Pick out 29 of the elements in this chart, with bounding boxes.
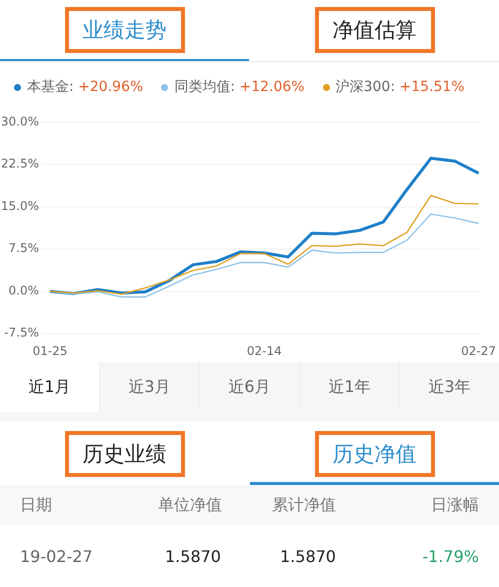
outline-box: 历史业绩 bbox=[64, 431, 184, 477]
text: 19-02-27 bbox=[20, 547, 93, 566]
x-tick-label: 01-25 bbox=[32, 344, 68, 358]
text: 累计净值 bbox=[272, 495, 336, 516]
text: 单位净值 bbox=[158, 495, 222, 516]
text: 近3年 bbox=[399, 362, 499, 412]
text: 近6月 bbox=[199, 362, 299, 412]
y-tick-label: 15.0% bbox=[0, 198, 39, 213]
y-tick-label: 30.0% bbox=[0, 114, 39, 128]
y-tick-label: -7.5% bbox=[4, 326, 39, 340]
text: 1.5870 bbox=[165, 547, 221, 566]
legend-label: 同类均值: +12.06% bbox=[173, 78, 305, 96]
text: 日涨幅 bbox=[431, 495, 479, 516]
text: -1.79% bbox=[422, 547, 479, 566]
text: 近3月 bbox=[99, 362, 199, 412]
y-tick-label: 7.5% bbox=[8, 241, 39, 256]
text: 日期 bbox=[20, 495, 52, 516]
text: 1.5870 bbox=[280, 547, 336, 566]
y-tick-label: 0.0% bbox=[8, 283, 39, 298]
x-tick-label: 02-27 bbox=[461, 344, 496, 358]
legend-label: 沪深300: +15.51% bbox=[334, 78, 465, 96]
outline-box: 净值估算 bbox=[314, 7, 434, 53]
y-tick-label: 22.5% bbox=[0, 156, 39, 171]
outline-box: 历史净值 bbox=[314, 431, 434, 477]
x-tick-label: 02-14 bbox=[246, 344, 282, 358]
text: 近1月 bbox=[0, 362, 99, 412]
text: 近1年 bbox=[299, 362, 399, 412]
outline-box: 业绩走势 bbox=[64, 7, 184, 53]
legend-label: 本基金: +20.96% bbox=[26, 78, 144, 96]
